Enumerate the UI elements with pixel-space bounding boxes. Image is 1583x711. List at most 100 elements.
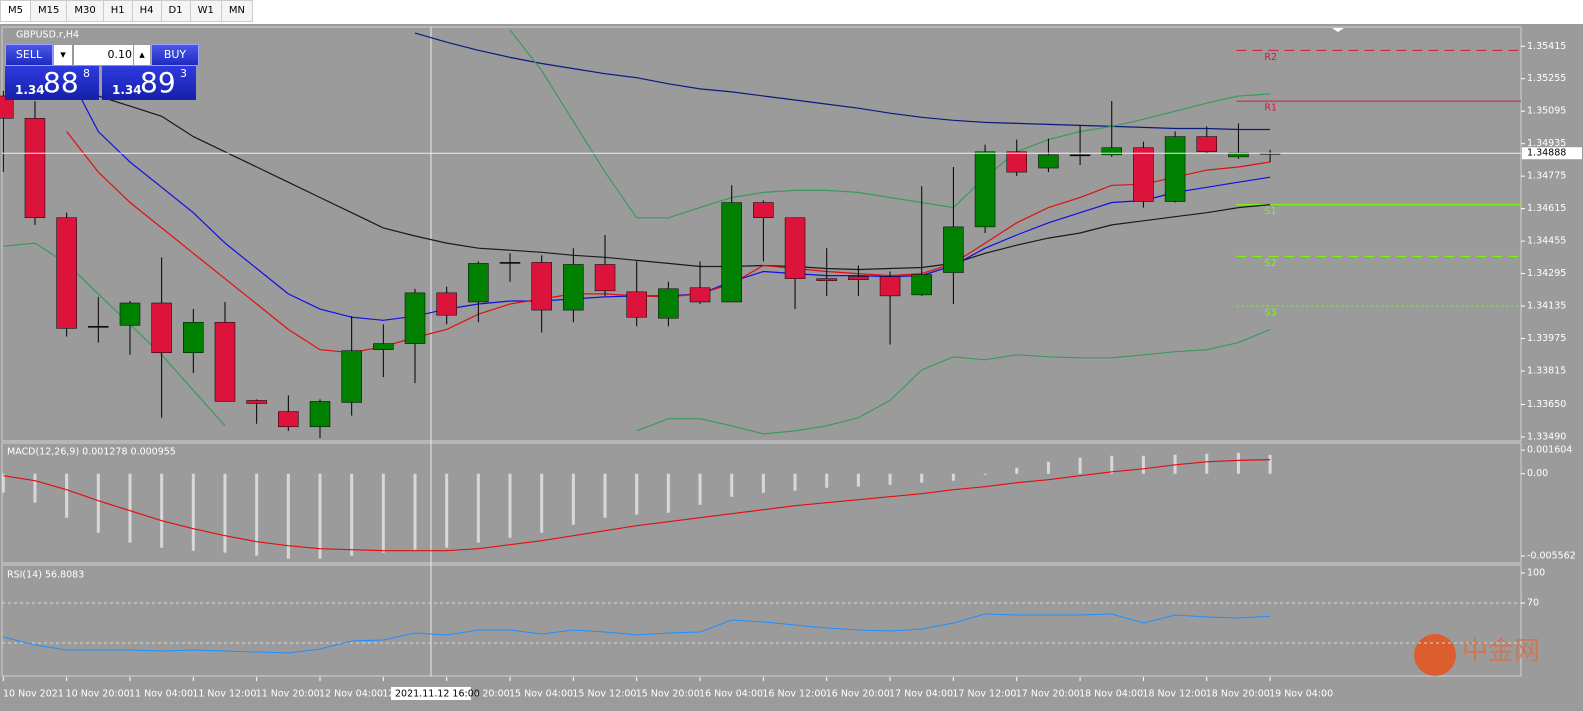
buy-price[interactable]: 1.34 89 3: [102, 66, 196, 100]
candle-body: [1164, 136, 1186, 202]
timeframe-button[interactable]: M5: [0, 0, 31, 22]
x-tick-label: 12 Nov 04:00: [319, 689, 383, 700]
candle-body: [531, 262, 552, 311]
timeframe-button[interactable]: H4: [132, 0, 162, 22]
candle-body: [119, 302, 141, 326]
macd-bar: [825, 473, 829, 488]
macd-bar: [888, 473, 892, 485]
macd-bar: [413, 473, 417, 550]
y-tick-label: 0.00: [1527, 468, 1548, 479]
candle-body: [943, 226, 964, 273]
x-tick-label: 15 Nov 20:00: [636, 689, 700, 700]
macd-bar: [128, 473, 132, 543]
signal-line: [3, 459, 1271, 552]
candle-body: [246, 400, 267, 404]
sell-price[interactable]: 1.34 88 8: [5, 66, 99, 100]
candle-body: [879, 276, 901, 297]
x-tick-label: 15 Nov 12:00: [572, 689, 636, 700]
macd-bar: [761, 473, 765, 493]
macd-bar: [1236, 452, 1240, 474]
shift-marker: [1332, 28, 1344, 32]
rsi-line: [3, 613, 1271, 654]
candle-body: [753, 202, 774, 219]
rsi-pane: [1, 564, 1522, 677]
timeframe-button[interactable]: H1: [103, 0, 133, 22]
price-pane: [1, 26, 1522, 442]
candle-body: [721, 202, 742, 303]
lot-input[interactable]: 0.10: [73, 44, 135, 66]
candle-body: [658, 288, 679, 319]
y-tick-label: -0.005562: [1527, 550, 1576, 561]
timeframe-button[interactable]: M15: [31, 0, 68, 22]
macd-bar: [635, 473, 639, 515]
candle-body: [183, 322, 204, 353]
macd-bar: [603, 473, 607, 518]
candle-body: [1006, 151, 1027, 173]
x-tick-label: 15 Nov 04:00: [509, 689, 573, 700]
candle-body: [341, 350, 362, 403]
macd-bar: [223, 473, 227, 553]
pivot-label: R1: [1264, 103, 1277, 114]
x-tick-label: 17 Nov 20:00: [1016, 689, 1080, 700]
indicator-line: [3, 242, 1271, 435]
y-tick-label: 70: [1527, 598, 1539, 609]
macd-bar: [191, 473, 195, 551]
timeframe-button[interactable]: D1: [161, 0, 191, 22]
lot-down[interactable]: ▾: [53, 44, 73, 66]
candle-body: [24, 118, 46, 219]
candle-body: [373, 343, 394, 350]
macd-bar: [983, 473, 987, 475]
macd-bar: [793, 473, 797, 491]
y-tick-label: 1.34615: [1527, 203, 1566, 214]
candle-body: [56, 217, 77, 329]
y-tick-label: 1.33490: [1527, 431, 1566, 442]
buy-price-point: 3: [180, 67, 187, 80]
macd-bar: [1110, 455, 1114, 474]
y-tick-label: 1.33815: [1527, 365, 1566, 376]
candle-body: [626, 291, 647, 318]
candle-body: [563, 264, 584, 311]
y-tick-label: 1.34935: [1527, 138, 1566, 149]
watermark: 中金网: [1462, 637, 1540, 667]
indicator-line: [414, 32, 1271, 131]
timeframe-button[interactable]: MN: [221, 0, 253, 22]
macd-bar: [571, 473, 575, 525]
macd-bar: [951, 473, 955, 481]
sell-button[interactable]: SELL: [5, 44, 53, 66]
candle-body: [499, 262, 521, 264]
buy-button[interactable]: BUY: [151, 44, 199, 66]
macd-bar: [920, 473, 924, 483]
macd-bar: [1046, 461, 1050, 474]
pivot-label: R2: [1264, 52, 1277, 63]
candle-body: [784, 217, 806, 279]
y-tick-label: 1.35415: [1527, 41, 1566, 52]
candle-body: [1038, 154, 1059, 169]
y-tick-label: 1.34775: [1527, 171, 1566, 182]
macd-bar: [730, 473, 734, 497]
macd-bar: [698, 473, 702, 505]
candle-body: [1069, 154, 1091, 157]
timeframe-button[interactable]: M30: [67, 0, 104, 22]
candle-body: [309, 401, 331, 428]
candle-body: [278, 411, 299, 428]
timeframe-button[interactable]: W1: [190, 0, 222, 22]
candle-body: [88, 326, 109, 328]
macd-bar: [1205, 453, 1209, 474]
macd-bar: [856, 473, 860, 487]
y-tick-label: 100: [1527, 568, 1545, 579]
macd-bar: [1015, 467, 1019, 474]
x-tick-label: 10 Nov 2021: [3, 689, 64, 700]
pivot-label: S3: [1264, 308, 1276, 319]
macd-bar: [1078, 457, 1082, 474]
candle-body: [468, 263, 489, 303]
macd-bar: [255, 473, 259, 556]
candle-body: [816, 278, 837, 281]
pivot-label: S2: [1264, 258, 1276, 269]
y-tick-label: 1.35095: [1527, 106, 1566, 117]
lot-up[interactable]: ▴: [133, 44, 151, 66]
macd-bar: [445, 473, 449, 548]
candle-body: [848, 276, 869, 280]
x-tick-label: 16 Nov 12:00: [762, 689, 826, 700]
macd-pane: [1, 442, 1522, 564]
y-tick-label: 1.35255: [1527, 73, 1566, 84]
